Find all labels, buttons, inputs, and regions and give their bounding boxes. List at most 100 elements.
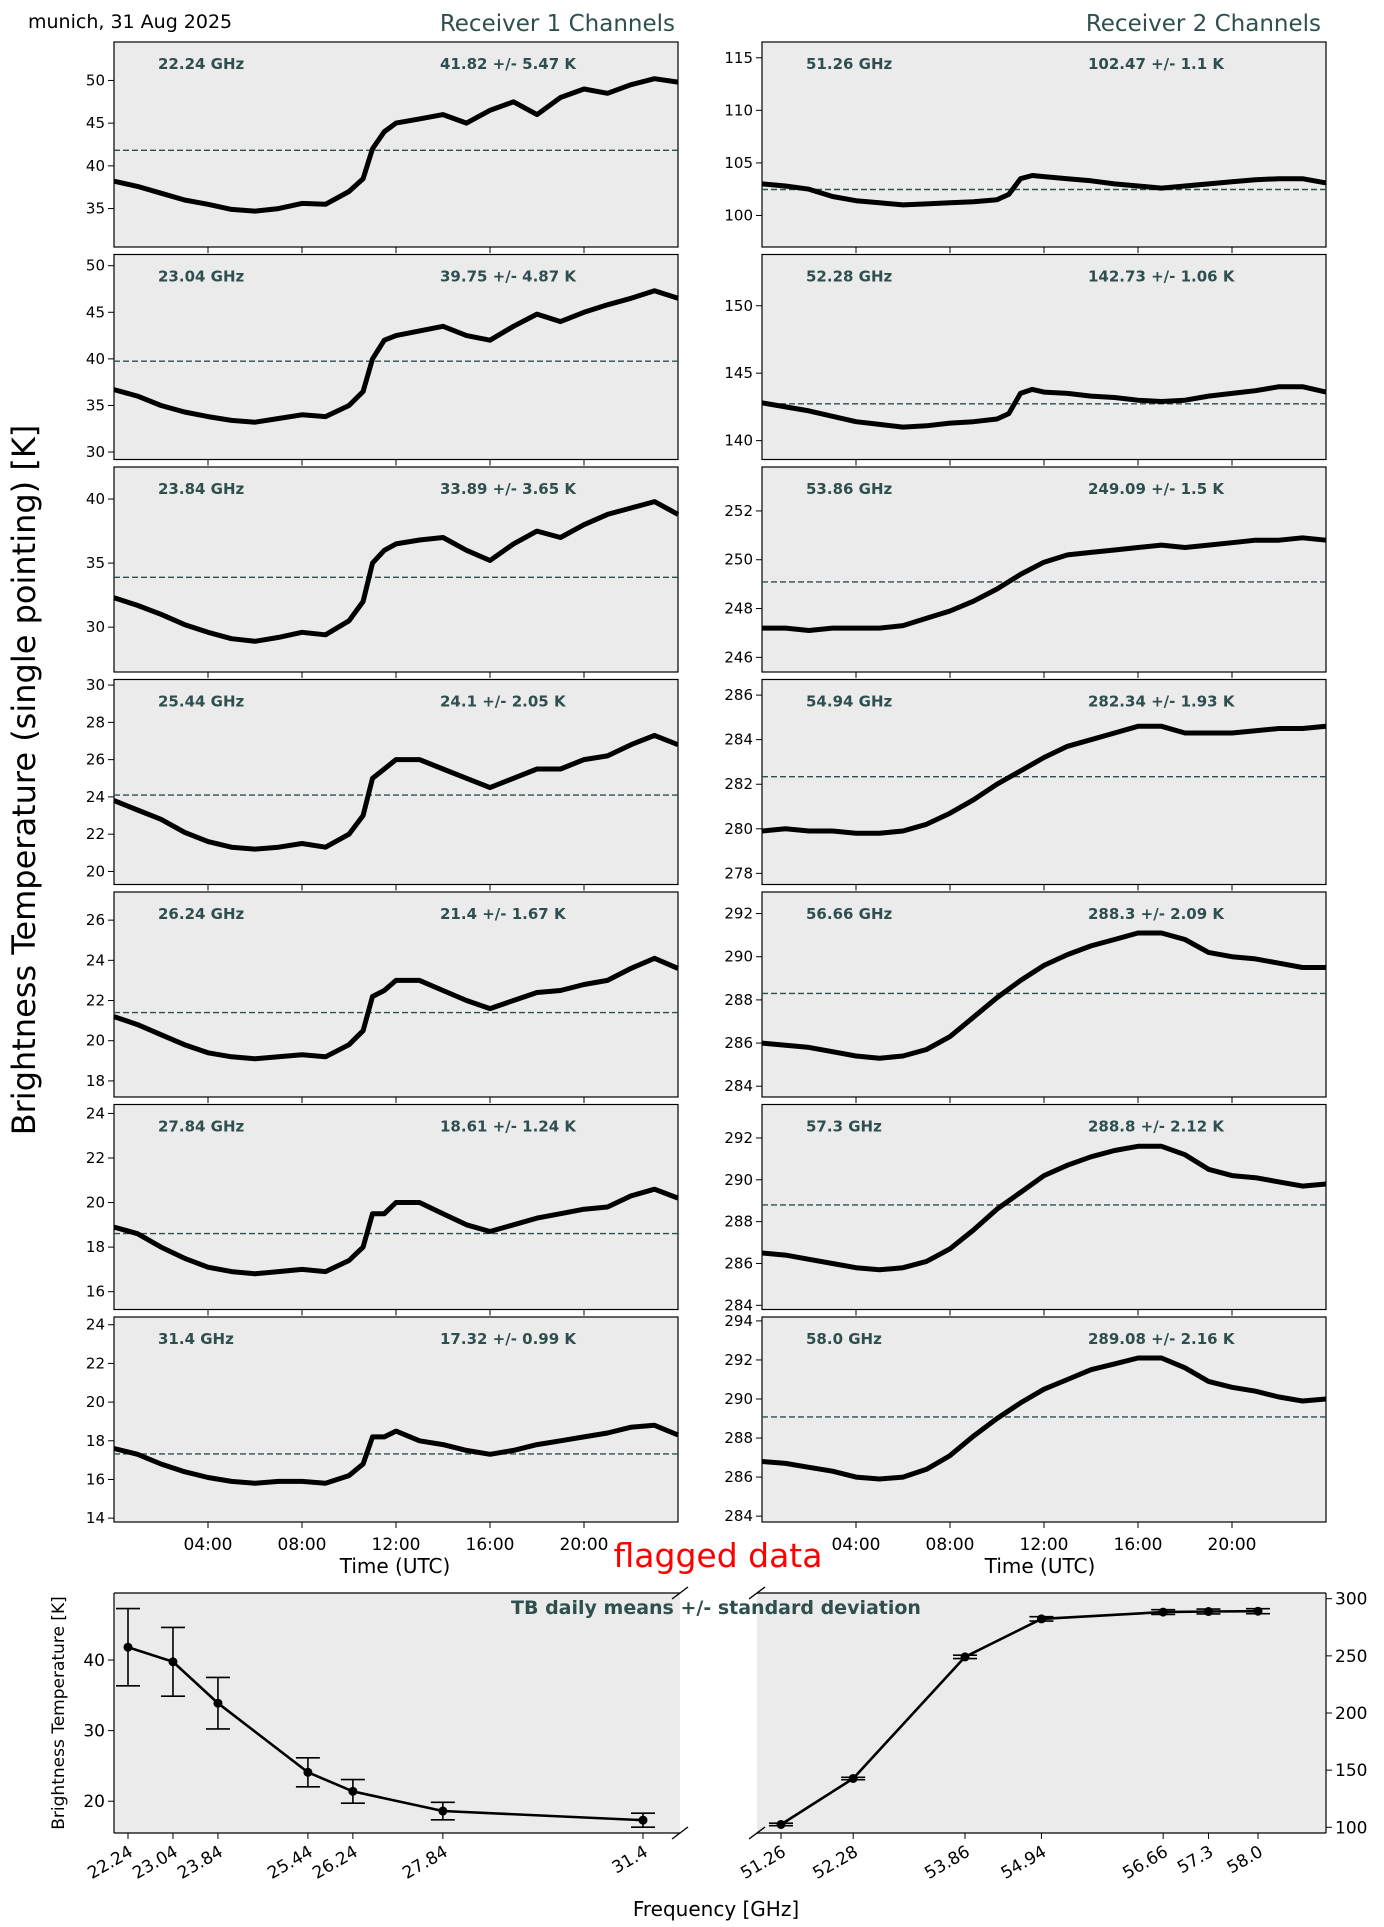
right-mean-point [1253, 1606, 1263, 1616]
y-tick-label: 40 [86, 157, 105, 175]
left-y-tick-label: 20 [83, 1792, 105, 1812]
brightness-series [761, 384, 1327, 430]
y-tick-label: 26 [86, 911, 105, 929]
y-tick-label: 45 [86, 114, 105, 132]
panel-r1-4: 18 20 22 24 26 26.24 GHz 21.4 +/- 1.67 K [86, 891, 679, 1103]
channel-frequency-label: 22.24 GHz [158, 55, 245, 73]
y-tick-label: 20 [86, 862, 105, 880]
location-date: munich, 31 Aug 2025 [28, 11, 232, 33]
time-tick-label: 04:00 [184, 1535, 233, 1555]
summary-title: TB daily means +/- standard deviation [511, 1597, 921, 1619]
channel-frequency-label: 52.28 GHz [806, 268, 893, 286]
y-tick-label: 115 [724, 49, 753, 67]
left-freq-tick-label: 31.4 [609, 1842, 652, 1878]
brightness-series [113, 1186, 679, 1277]
panel-r2-0: 100 105 110 115 51.26 GHz 102.47 +/- 1.1 K [724, 41, 1327, 253]
channel-frequency-label: 23.84 GHz [158, 480, 245, 498]
right-y-tick-label: 300 [1335, 1590, 1367, 1610]
y-tick-label: 100 [724, 206, 753, 224]
break-mark [671, 1826, 689, 1840]
y-axis-label: Brightness Temperature (single pointing)… [5, 425, 43, 1136]
y-tick-label: 26 [86, 751, 105, 769]
y-tick-label: 18 [86, 1432, 105, 1450]
receiver1-title: Receiver 1 Channels [440, 11, 675, 37]
y-tick-label: 280 [724, 820, 753, 838]
time-tick-label: 16:00 [1114, 1535, 1163, 1555]
timeseries-panels: 35 40 45 50 22.24 GHz 41.82 +/- 5.47 K 30 35 40 4… [86, 41, 1327, 1555]
y-tick-label: 30 [86, 618, 105, 636]
brightness-series [113, 76, 679, 214]
right-mean-point [1036, 1614, 1046, 1624]
panel-r2-3: 278 280 282 284 286 54.94 GHz 282.34 +/- 1.93 … [724, 678, 1327, 891]
time-tick-label: 12:00 [372, 1535, 421, 1555]
panel-background [113, 41, 679, 248]
y-tick-label: 20 [86, 1393, 105, 1411]
panel-r1-5: 16 18 20 22 24 27.84 GHz 18.61 +/- 1.24 K [86, 1103, 679, 1316]
y-tick-label: 16 [86, 1283, 105, 1301]
left-freq-tick-label: 23.84 [174, 1842, 226, 1884]
channel-stats-label: 24.1 +/- 2.05 K [440, 693, 567, 711]
y-tick-label: 286 [724, 686, 753, 704]
y-tick-label: 290 [724, 948, 753, 966]
brightness-series [761, 723, 1327, 836]
left-y-tick-label: 40 [83, 1651, 105, 1671]
y-tick-label: 16 [86, 1470, 105, 1488]
right-mean-point [776, 1819, 786, 1829]
y-tick-label: 150 [724, 297, 753, 315]
axis-break-gap [680, 1591, 757, 1835]
brightness-series [761, 930, 1326, 1061]
y-tick-label: 50 [86, 71, 105, 89]
channel-frequency-label: 27.84 GHz [158, 1118, 245, 1136]
summary-y-label: Brightness Temperature [K] [49, 1596, 69, 1829]
right-freq-tick-label: 51.26 [737, 1842, 789, 1884]
brightness-series [113, 955, 679, 1062]
left-freq-tick-label: 23.04 [129, 1842, 181, 1884]
y-tick-label: 294 [724, 1312, 753, 1330]
y-tick-label: 290 [724, 1171, 753, 1189]
right-mean-point [1158, 1607, 1168, 1617]
panel-background [113, 1316, 679, 1523]
left-mean-point [438, 1806, 448, 1816]
panel-background [761, 253, 1327, 461]
y-tick-label: 248 [724, 600, 753, 618]
y-tick-label: 20 [86, 1032, 105, 1050]
y-tick-label: 286 [724, 1468, 753, 1486]
channel-frequency-label: 23.04 GHz [158, 268, 245, 286]
y-tick-label: 278 [724, 864, 753, 882]
time-tick-label: 20:00 [560, 1535, 609, 1555]
channel-stats-label: 41.82 +/- 5.47 K [440, 55, 577, 73]
right-y-tick-label: 100 [1335, 1818, 1367, 1838]
brightness-series [113, 499, 680, 644]
time-xlabel-right: Time (UTC) [984, 1554, 1096, 1578]
channel-frequency-label: 25.44 GHz [158, 693, 245, 711]
panel-r2-6: 284 286 288 290 292 294 58.0 GHz 289.08 +/- 2.1… [724, 1312, 1327, 1528]
y-tick-label: 292 [724, 1351, 753, 1369]
y-tick-label: 24 [86, 1316, 105, 1334]
channel-frequency-label: 31.4 GHz [158, 1330, 234, 1348]
brightness-series [113, 1422, 679, 1486]
panel-background [113, 466, 679, 673]
channel-frequency-label: 53.86 GHz [806, 480, 893, 498]
panel-r2-4: 284 286 288 290 292 56.66 GHz 288.3 +/- 2.09 K [724, 891, 1327, 1103]
y-tick-label: 22 [86, 1354, 105, 1372]
y-tick-label: 45 [86, 303, 105, 321]
right-mean-point [848, 1773, 858, 1783]
channel-frequency-label: 56.66 GHz [806, 905, 893, 923]
right-y-tick-label: 250 [1335, 1647, 1367, 1667]
y-tick-label: 282 [724, 775, 753, 793]
break-mark [671, 1586, 689, 1600]
panel-r1-0: 35 40 45 50 22.24 GHz 41.82 +/- 5.47 K [86, 41, 679, 253]
y-tick-label: 284 [724, 1296, 753, 1314]
right-freq-tick-label: 54.94 [998, 1842, 1050, 1884]
channel-frequency-label: 57.3 GHz [806, 1118, 882, 1136]
time-tick-label: 08:00 [926, 1535, 975, 1555]
right-y-tick-label: 200 [1335, 1704, 1367, 1724]
right-freq-tick-label: 57.3 [1174, 1842, 1217, 1878]
channel-stats-label: 142.73 +/- 1.06 K [1088, 268, 1236, 286]
y-tick-label: 20 [86, 1194, 105, 1212]
y-tick-label: 292 [724, 1129, 753, 1147]
right-freq-tick-label: 52.28 [810, 1842, 862, 1884]
left-freq-tick-label: 27.84 [399, 1842, 451, 1884]
time-tick-label: 08:00 [278, 1535, 327, 1555]
left-mean-point [348, 1786, 358, 1796]
